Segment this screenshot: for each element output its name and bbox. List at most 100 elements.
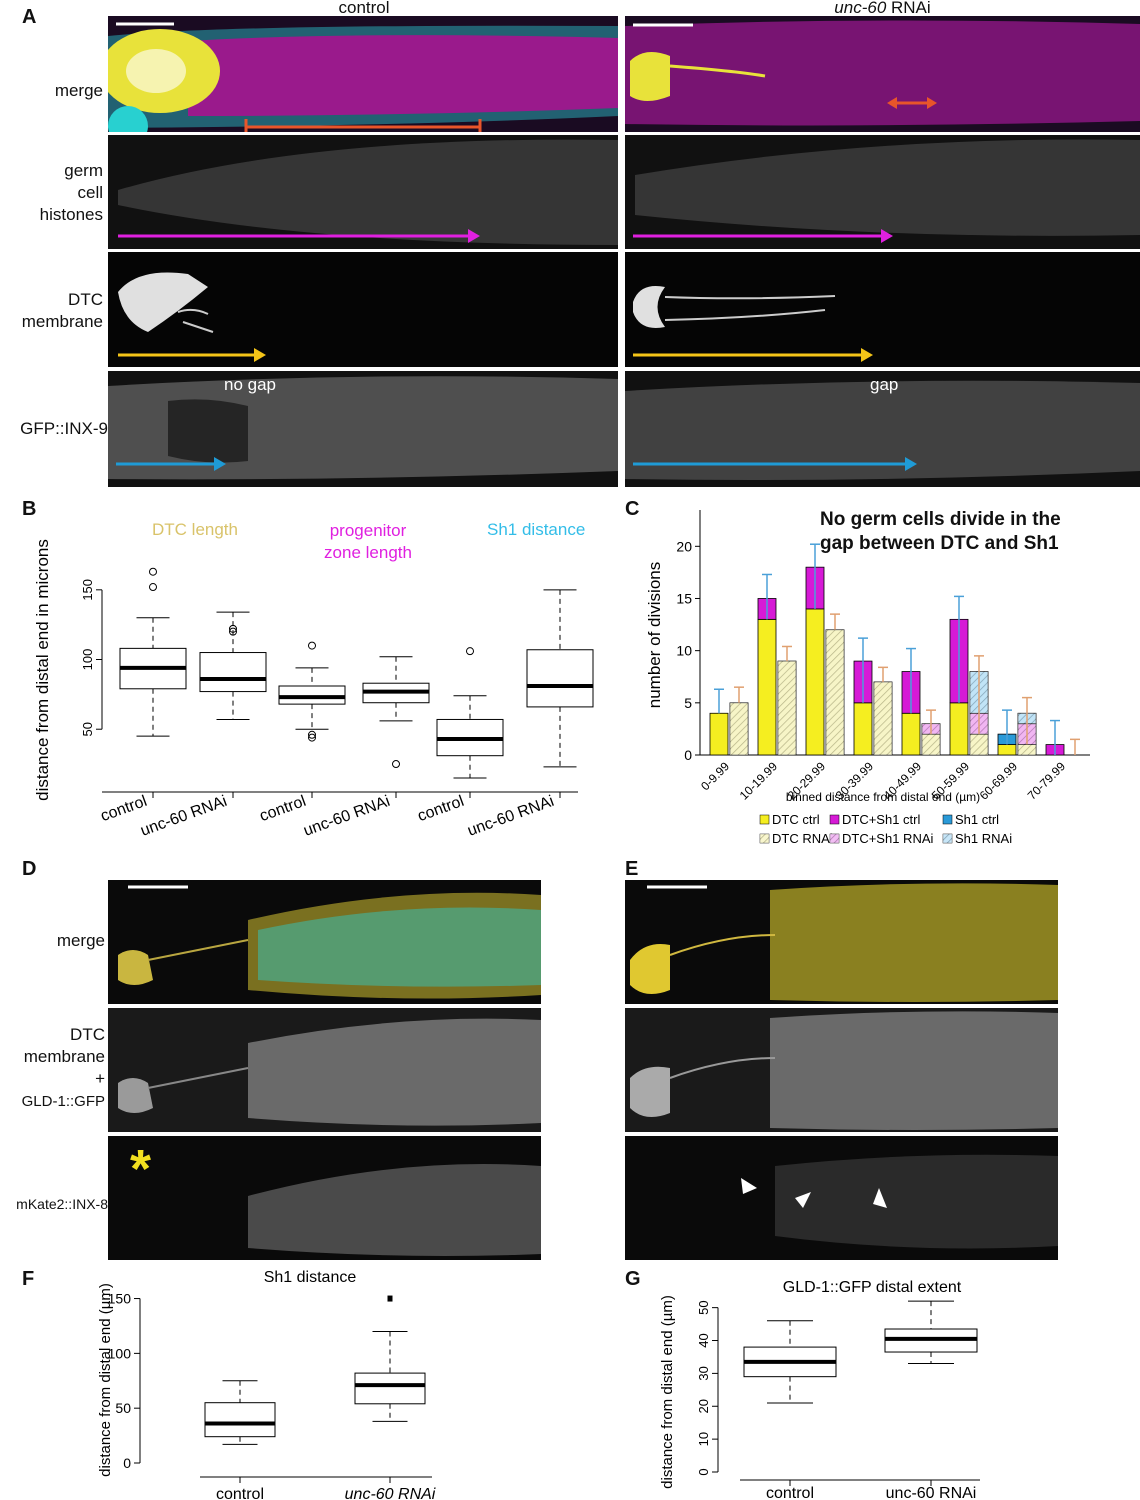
x-tick-label: control [216, 1486, 264, 1500]
bar-segment [997, 744, 1017, 756]
y-tick-label: 0 [696, 1468, 711, 1475]
y-tick-label: 30 [696, 1366, 711, 1380]
bar-segment [709, 712, 729, 756]
bar-segment [853, 702, 873, 756]
outlier-point [149, 583, 157, 592]
outlier-point [308, 641, 316, 650]
chart-title: Sh1 distance [264, 1269, 357, 1286]
panel-a-letter: A [22, 6, 37, 28]
box-iqr [354, 1372, 426, 1405]
y-axis-label: distance from distal end (µm) [659, 1295, 676, 1489]
bar-segment [901, 712, 921, 756]
x-tick-label: control [415, 793, 466, 825]
legend-label: DTC+Sh1 ctrl [842, 812, 920, 827]
panel-e-letter: E [625, 858, 639, 880]
d-row-label-merge: merge [56, 931, 105, 950]
x-tick-label: unc-60 RNAi [465, 793, 556, 840]
chart-title: GLD-1::GFP distal extent [783, 1279, 962, 1296]
x-axis-label: binned distance from distal end (µm) [786, 790, 980, 804]
row-label-merge: merge [54, 81, 103, 100]
y-axis-label: distance from distal end in microns [33, 539, 52, 801]
panel-c-letter: C [625, 498, 640, 520]
panel-g-letter: G [625, 1268, 641, 1290]
d-asterisk-marker: * [130, 1139, 152, 1199]
label-no-gap: no gap [224, 375, 276, 394]
c-title: No germ cells divide in the gap between D… [820, 509, 1061, 554]
y-tick-label: 10 [696, 1432, 711, 1446]
y-tick-label: 20 [696, 1399, 711, 1413]
chart-f-boxplot: Sh1 distance 0 50 100 150 control unc-60 RNAi d… [97, 1269, 436, 1500]
row-label-dtc-membrane: DTC membrane [21, 290, 103, 331]
bar-hatch [730, 702, 748, 755]
bar-segment [805, 608, 825, 756]
box-iqr [204, 1402, 276, 1438]
outlier-point [149, 567, 157, 576]
micrograph-e-dtc-gld1 [625, 1008, 1058, 1132]
outlier-point [229, 627, 237, 636]
x-tick-label: control [257, 793, 308, 825]
arrowhead-icon [873, 1188, 887, 1208]
panel-d-letter: D [22, 858, 37, 880]
bar-hatch [826, 629, 844, 755]
outlier-point [308, 733, 316, 742]
legend-swatch [829, 814, 840, 825]
x-tick-label: 70-79.99 [1025, 759, 1069, 803]
outlier-point [392, 760, 400, 769]
box-iqr [278, 685, 346, 705]
x-tick-label: unc-60 RNAi [886, 1485, 977, 1500]
column-title-control: control [338, 0, 390, 17]
b-header-dtc-length: DTC length [152, 520, 238, 539]
x-tick-label: 60-69.99 [977, 759, 1021, 803]
y-axis-label: distance from distal end (µm) [97, 1283, 114, 1477]
y-tick-label: 10 [676, 643, 692, 659]
micrograph-e-inx8 [625, 1136, 1058, 1260]
x-tick-label: 10-19.99 [737, 759, 781, 803]
x-tick-label: control [766, 1485, 814, 1500]
micrograph-a-rnai-dtc [625, 252, 1140, 367]
b-header-sh1-distance: Sh1 distance [487, 520, 586, 539]
micrograph-a-rnai-histones [625, 135, 1140, 249]
y-tick-label: 150 [80, 579, 95, 601]
micrograph-d-inx8 [108, 1136, 541, 1260]
y-tick-label: 20 [676, 538, 692, 554]
y-tick-label: 0 [684, 747, 692, 763]
y-tick-label: 50 [696, 1300, 711, 1314]
legend-hatch [943, 834, 952, 843]
micrograph-a-control-merge [108, 16, 618, 132]
x-tick-label: unc-60 RNAi [301, 793, 392, 840]
b-header-progenitor-zone: progenitor zone length [324, 521, 412, 562]
micrograph-a-control-inx9 [108, 371, 618, 487]
legend-swatch [942, 814, 953, 825]
y-tick-label: 50 [80, 722, 95, 736]
micrograph-d-dtc-gld1 [108, 1008, 541, 1132]
column-title-rnai: unc-60 RNAi [834, 0, 931, 17]
micrograph-a-control-dtc [108, 252, 618, 367]
y-tick-label: 15 [676, 590, 692, 606]
micrograph-a-control-histones [108, 135, 618, 249]
bar-segment [757, 618, 777, 756]
bar-hatch [874, 681, 892, 755]
chart-c-stacked-bars: 0 5 10 15 20 number of divisions 0-9.99 10-19.9… [645, 510, 1090, 846]
outlier-point [229, 624, 237, 633]
legend-hatch [830, 834, 839, 843]
bar-hatch [922, 734, 940, 755]
x-tick-label: 0-9.99 [698, 759, 732, 793]
panel-f-letter: F [22, 1268, 35, 1290]
y-tick-label: 40 [696, 1333, 711, 1347]
legend-hatch [760, 834, 769, 843]
legend-swatch [759, 814, 770, 825]
panel-b-letter: B [22, 498, 37, 520]
legend-label: DTC ctrl [772, 812, 820, 827]
y-tick-label: 50 [115, 1400, 131, 1416]
micrograph-e-merge [625, 880, 1058, 1004]
micrograph-a-rnai-inx9 [625, 371, 1140, 487]
legend-label: Sh1 ctrl [955, 812, 999, 827]
label-gap: gap [870, 375, 899, 394]
outlier-point [308, 730, 316, 739]
y-tick-label: 5 [684, 695, 692, 711]
box-iqr [199, 652, 267, 693]
bar-hatch [778, 661, 796, 755]
legend-label: DTC RNAi [772, 831, 833, 846]
